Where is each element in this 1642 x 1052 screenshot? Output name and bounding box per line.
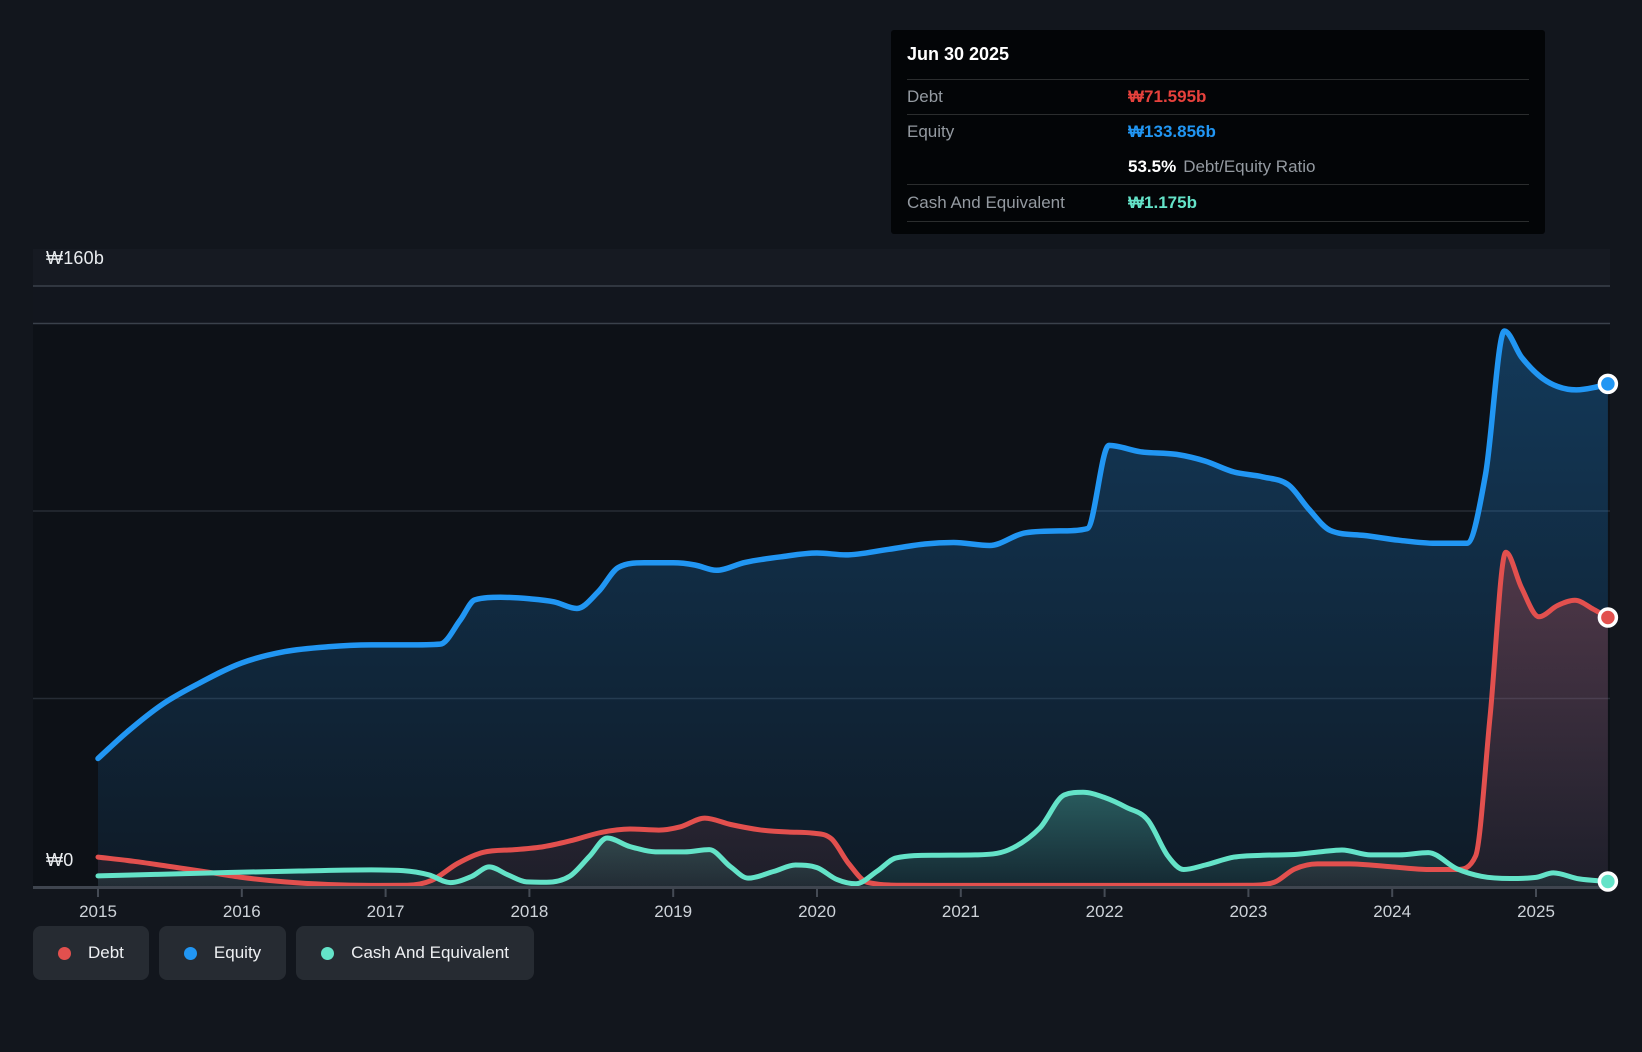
- plot-band-top: [33, 249, 1610, 286]
- cash-series-dot-icon: [321, 947, 334, 960]
- debt-equity-history-chart: ₩160b ₩0 2015 2016 2017 2018 2019 2020 2021 202…: [0, 0, 1642, 1052]
- legend-debt-label: Debt: [88, 943, 124, 963]
- chart-tooltip: Jun 30 2025 Debt ₩71.595b Equity ₩133.85…: [891, 30, 1545, 234]
- tooltip-row-equity: Equity ₩133.856b: [907, 115, 1529, 149]
- tooltip-row-ratio: 53.5% Debt/Equity Ratio: [907, 149, 1529, 185]
- x-axis-tick-2025: [1535, 889, 1537, 897]
- chart-legend: Debt Equity Cash And Equivalent: [33, 926, 534, 980]
- debt-end-marker[interactable]: [1599, 609, 1616, 626]
- x-axis-label-2024: 2024: [1373, 902, 1411, 922]
- tooltip-equity-value: ₩133.856b: [1128, 122, 1216, 142]
- tooltip-row-cash: Cash And Equivalent ₩1.175b: [907, 185, 1529, 222]
- x-axis-tick-2018: [528, 889, 530, 897]
- x-axis-label-2025: 2025: [1517, 902, 1555, 922]
- x-axis-tick-2020: [816, 889, 818, 897]
- tooltip-ratio-label: Debt/Equity Ratio: [1183, 157, 1315, 177]
- legend-cash-label: Cash And Equivalent: [351, 943, 509, 963]
- x-axis-label-2018: 2018: [510, 902, 548, 922]
- tooltip-bottom-padding: [907, 222, 1529, 234]
- cash-and-equivalent-end-marker[interactable]: [1599, 873, 1616, 890]
- debt-series-dot-icon: [58, 947, 71, 960]
- tooltip-row-debt: Debt ₩71.595b: [907, 80, 1529, 115]
- x-axis-label-2015: 2015: [79, 902, 117, 922]
- x-axis-label-2016: 2016: [223, 902, 261, 922]
- x-axis-label-2017: 2017: [367, 902, 405, 922]
- x-axis-label-2019: 2019: [654, 902, 692, 922]
- x-axis-tick-2023: [1247, 889, 1249, 897]
- x-axis-label-2021: 2021: [942, 902, 980, 922]
- equity-end-marker[interactable]: [1599, 375, 1616, 392]
- legend-button-cash[interactable]: Cash And Equivalent: [296, 926, 534, 980]
- legend-button-equity[interactable]: Equity: [159, 926, 286, 980]
- y-axis-label-zero: ₩0: [46, 850, 73, 871]
- x-axis-label-2023: 2023: [1229, 902, 1267, 922]
- tooltip-cash-value: ₩1.175b: [1128, 193, 1197, 213]
- x-axis-tick-2015: [97, 889, 99, 897]
- y-axis-label-top: ₩160b: [46, 248, 104, 269]
- x-axis-line: [33, 886, 1610, 889]
- x-axis-tick-2019: [672, 889, 674, 897]
- tooltip-date: Jun 30 2025: [907, 30, 1529, 80]
- tooltip-debt-value: ₩71.595b: [1128, 87, 1206, 107]
- tooltip-equity-label: Equity: [907, 122, 1128, 142]
- x-axis-tick-2021: [960, 889, 962, 897]
- tooltip-cash-label: Cash And Equivalent: [907, 193, 1128, 213]
- equity-series-dot-icon: [184, 947, 197, 960]
- x-axis-tick-2024: [1391, 889, 1393, 897]
- legend-equity-label: Equity: [214, 943, 261, 963]
- x-axis-label-2020: 2020: [798, 902, 836, 922]
- plot-band-160-150: [33, 286, 1610, 324]
- tooltip-debt-label: Debt: [907, 87, 1128, 107]
- legend-button-debt[interactable]: Debt: [33, 926, 149, 980]
- x-axis-tick-2022: [1104, 889, 1106, 897]
- x-axis-tick-2017: [385, 889, 387, 897]
- tooltip-ratio-value: 53.5%: [1128, 157, 1176, 177]
- x-axis-label-2022: 2022: [1086, 902, 1124, 922]
- x-axis-tick-2016: [241, 889, 243, 897]
